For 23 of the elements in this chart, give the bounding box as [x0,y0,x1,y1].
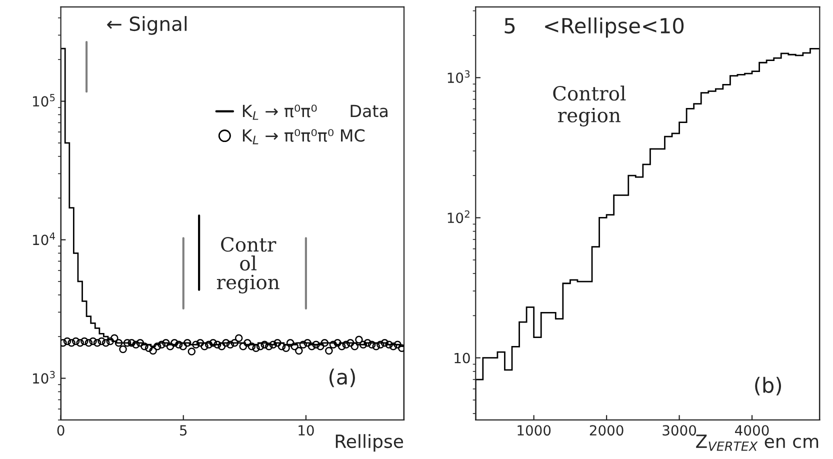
annotation: (a) [330,368,355,388]
y-tick-label: 10$^{3}$ [448,70,470,84]
x-tick-label: 0 [57,425,64,436]
x-tick-label: 4000 [735,425,769,436]
x-tick-label: 3000 [662,425,696,436]
annotation: Control region [553,86,626,126]
legend-label: K$_{L}$ → π⁰π⁰ Data [242,104,388,120]
y-tick-label: 10$^{4}$ [33,232,55,246]
y-tick-label: 10 [454,352,470,364]
annotation: (b) [755,376,782,396]
y-tick-label: 10$^{3}$ [33,370,55,384]
chart-title: 5 <Rellipse<10 [504,17,684,38]
x-axis-title: Z$_{VERTEX}$ en cm [696,434,818,451]
ref-line-label: ← Signal [107,16,187,35]
x-tick-label: 1000 [518,425,551,436]
x-axis-title: Rellipse [336,434,404,452]
y-tick-label: 10$^{5}$ [33,94,55,107]
x-tick-label: 5 [180,425,187,436]
x-tick-label: 10 [298,425,314,436]
x-tick-label: 2000 [590,425,624,436]
y-tick-label: 10$^{2}$ [448,210,470,224]
legend-label: K$_{L}$ → π⁰π⁰π⁰ MC [242,129,364,144]
ref-line-label: Contr ol region [216,237,280,294]
